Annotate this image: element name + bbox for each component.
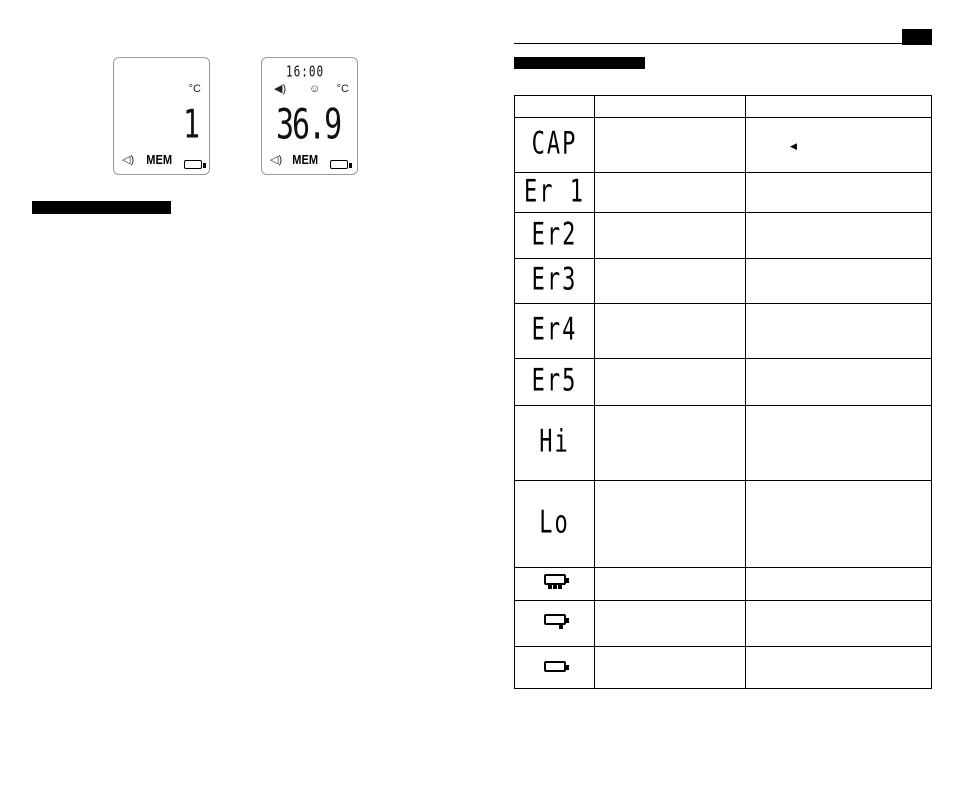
error-code: Er3: [531, 262, 578, 298]
header-rule: [514, 43, 902, 44]
celsius-unit: °C: [188, 83, 201, 95]
table-row: Hi: [514, 405, 932, 481]
table-row: CAP ◀: [514, 117, 932, 173]
mem-label: MEM: [146, 152, 173, 167]
mem-label: MEM: [292, 152, 319, 167]
error-code: Lo: [539, 505, 570, 541]
battery-empty-icon: [543, 660, 569, 672]
temperature-value: 36.9: [276, 100, 342, 150]
error-code: Er2: [531, 217, 578, 253]
table-row: Er2: [514, 212, 932, 259]
lcd-display-reading: 16:00 ◀) ☺ °C 36.9 ◁) MEM: [261, 57, 358, 175]
celsius-unit: °C: [336, 83, 349, 95]
section-heading-redacted: [514, 57, 645, 69]
ear-icon: ◀): [274, 83, 287, 95]
error-code: CAP: [531, 126, 578, 162]
page-number-tab: [902, 29, 932, 45]
table-row: Er 1: [514, 172, 932, 213]
battery-full-icon: [330, 156, 352, 174]
battery-half-icon: [543, 613, 569, 629]
smiley-icon: ☺: [309, 83, 321, 95]
speaker-icon: ◁): [122, 154, 135, 166]
table-row: [514, 646, 932, 689]
section-heading-redacted: [32, 201, 171, 214]
lcd-display-memory: °C 1 ◁) MEM: [113, 57, 210, 175]
error-code: Hi: [539, 424, 570, 460]
battery-full-icon: [543, 574, 569, 589]
error-code: Er 1: [524, 174, 585, 210]
battery-full-icon: [184, 156, 206, 174]
table-row: [514, 567, 932, 601]
error-code-table: CAP ◀ Er 1 Er2 Er3 Er4 Er5 Hi Lo: [514, 95, 932, 689]
table-row: Er5: [514, 358, 932, 406]
table-row: Er3: [514, 258, 932, 304]
error-code: Er5: [531, 363, 578, 399]
table-row: Lo: [514, 480, 932, 568]
error-code: Er4: [531, 312, 578, 348]
table-header-row: [514, 95, 932, 118]
table-row: [514, 600, 932, 647]
time-display: 16:00: [286, 62, 325, 81]
ear-icon: ◀: [790, 141, 797, 151]
speaker-icon: ◁): [270, 154, 283, 166]
memory-index: 1: [183, 101, 201, 148]
table-row: Er4: [514, 303, 932, 359]
